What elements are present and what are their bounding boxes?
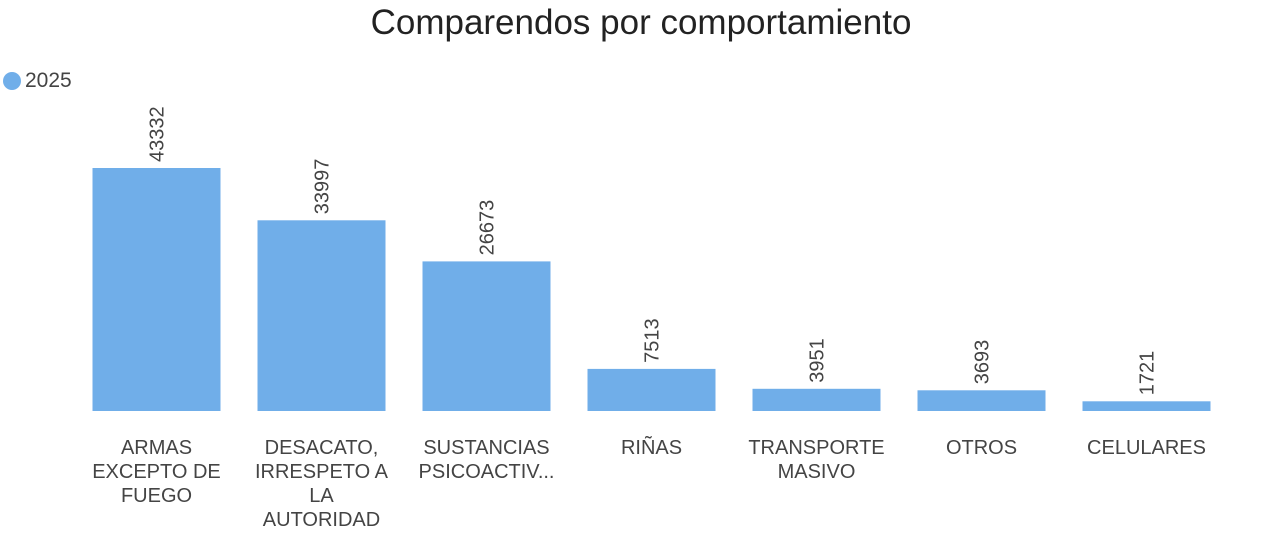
bar-6[interactable] [1082,401,1211,411]
category-label-line: ARMAS [121,437,192,459]
category-label-2: SUSTANCIAS PSICOACTIV... [419,437,555,483]
category-label-line: CELULARES [1087,437,1206,459]
legend[interactable]: 2025 [3,69,72,92]
category-label-6: CELULARES [1087,437,1206,459]
category-label-line: IRRESPETO A [255,461,389,483]
category-label-line: LA [309,485,334,507]
bar-0[interactable] [92,168,221,411]
category-label-0: ARMAS EXCEPTO DE FUEGO [92,437,221,507]
category-label-line: AUTORIDAD [263,509,380,531]
category-label-1: DESACATO, IRRESPETO A LA AUTORIDAD [255,437,389,531]
value-label-0: 43332 [147,106,169,162]
value-label-4: 3951 [807,338,829,383]
bar-3[interactable] [587,368,716,411]
value-label-5: 3693 [972,340,994,385]
category-label-line: SUSTANCIAS [423,437,549,459]
bar-2[interactable] [422,261,551,411]
legend-label-2025: 2025 [25,69,72,92]
chart-title: Comparendos por comportamiento [371,3,912,42]
category-label-line: OTROS [946,437,1017,459]
category-label-3: RIÑAS [621,435,682,459]
value-labels-group: 43332 33997 26673 7513 3951 3693 1721 [147,106,1159,395]
value-label-1: 33997 [312,159,334,215]
value-label-6: 1721 [1137,351,1159,396]
value-label-3: 7513 [642,318,664,363]
category-label-line: PSICOACTIV... [419,461,555,483]
category-label-5: OTROS [946,437,1017,459]
category-label-line: RIÑAS [621,435,682,459]
category-label-line: TRANSPORTE [748,437,884,459]
category-label-line: MASIVO [778,461,856,483]
bars-group [92,168,1211,411]
legend-marker-2025 [3,72,21,90]
bar-5[interactable] [917,390,1046,411]
category-labels-group: ARMAS EXCEPTO DE FUEGO DESACATO, IRRESPETO A… [92,435,1206,531]
category-label-line: EXCEPTO DE [92,461,221,483]
bar-1[interactable] [257,220,386,411]
category-label-line: DESACATO, [265,437,379,459]
bar-4[interactable] [752,388,881,411]
category-label-line: FUEGO [121,485,192,507]
value-label-2: 26673 [477,200,499,256]
category-label-4: TRANSPORTE MASIVO [748,437,884,483]
